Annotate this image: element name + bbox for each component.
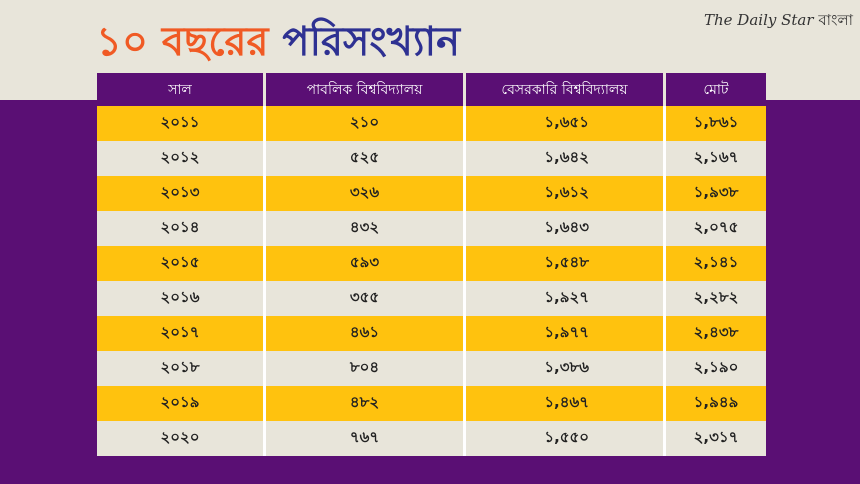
table-row: ২০২০ ৭৬৭ ১,৫৫০ ২,৩১৭: [97, 421, 766, 456]
stats-table: সাল পাবলিক বিশ্ববিদ্যালয় বেসরকারি বিশ্ব…: [97, 73, 766, 456]
cell-year: ২০১৪: [97, 211, 266, 246]
cell-public: ৪৬১: [266, 316, 466, 351]
cell-private: ১,৯৭৭: [466, 316, 666, 351]
table-row: ২০১১ ২১০ ১,৬৫১ ১,৮৬১: [97, 106, 766, 141]
cell-public: ৪৮২: [266, 386, 466, 421]
cell-total: ২,২৮২: [666, 281, 766, 316]
cell-public: ২১০: [266, 106, 466, 141]
table-row: ২০১৩ ৩২৬ ১,৬১২ ১,৯৩৮: [97, 176, 766, 211]
table-row: ২০১৫ ৫৯৩ ১,৫৪৮ ২,১৪১: [97, 246, 766, 281]
brand-logo: The Daily Star বাংলা: [704, 8, 853, 32]
cell-year: ২০২০: [97, 421, 266, 456]
cell-public: ৭৬৭: [266, 421, 466, 456]
header-total: মোট: [666, 73, 766, 106]
cell-public: ৮০৪: [266, 351, 466, 386]
cell-year: ২০১৫: [97, 246, 266, 281]
cell-private: ১,৫৪৮: [466, 246, 666, 281]
cell-total: ২,৩১৭: [666, 421, 766, 456]
table-body: ২০১১ ২১০ ১,৬৫১ ১,৮৬১ ২০১২ ৫২৫ ১,৬৪২ ২,১৬৭ ২০১৩ ৩২…: [97, 106, 766, 456]
brand-english: The Daily Star: [704, 11, 814, 29]
table-row: ২০১৯ ৪৮২ ১,৪৬৭ ১,৯৪৯: [97, 386, 766, 421]
title-part-2: পরিসংখ্যান: [282, 19, 461, 65]
cell-private: ১,৪৬৭: [466, 386, 666, 421]
table-row: ২০১৬ ৩৫৫ ১,৯২৭ ২,২৮২: [97, 281, 766, 316]
cell-total: ২,০৭৫: [666, 211, 766, 246]
header-private: বেসরকারি বিশ্ববিদ্যালয়: [466, 73, 666, 106]
cell-private: ১,৬৫১: [466, 106, 666, 141]
cell-year: ২০১৮: [97, 351, 266, 386]
cell-year: ২০১১: [97, 106, 266, 141]
cell-private: ১,৬১২: [466, 176, 666, 211]
header-public: পাবলিক বিশ্ববিদ্যালয়: [266, 73, 466, 106]
brand-bangla: বাংলা: [818, 11, 854, 29]
cell-total: ১,৮৬১: [666, 106, 766, 141]
table-row: ২০১৭ ৪৬১ ১,৯৭৭ ২,৪৩৮: [97, 316, 766, 351]
cell-public: ৩৫৫: [266, 281, 466, 316]
cell-public: ৪৩২: [266, 211, 466, 246]
page-title: ১০ বছরের পরিসংখ্যান: [96, 14, 460, 70]
cell-total: ১,৯৩৮: [666, 176, 766, 211]
cell-public: ৩২৬: [266, 176, 466, 211]
cell-total: ১,৯৪৯: [666, 386, 766, 421]
cell-year: ২০১৩: [97, 176, 266, 211]
table-row: ২০১২ ৫২৫ ১,৬৪২ ২,১৬৭: [97, 141, 766, 176]
header-year: সাল: [97, 73, 266, 106]
cell-total: ২,১৬৭: [666, 141, 766, 176]
header-row: সাল পাবলিক বিশ্ববিদ্যালয় বেসরকারি বিশ্ব…: [97, 73, 766, 106]
cell-public: ৫২৫: [266, 141, 466, 176]
cell-private: ১,৬৪২: [466, 141, 666, 176]
title-part-1: ১০ বছরের: [96, 19, 269, 65]
cell-year: ২০১৬: [97, 281, 266, 316]
cell-private: ১,৩৮৬: [466, 351, 666, 386]
cell-private: ১,৯২৭: [466, 281, 666, 316]
cell-total: ২,১৪১: [666, 246, 766, 281]
cell-total: ২,৪৩৮: [666, 316, 766, 351]
cell-year: ২০১৭: [97, 316, 266, 351]
cell-public: ৫৯৩: [266, 246, 466, 281]
cell-year: ২০১২: [97, 141, 266, 176]
table-row: ২০১৪ ৪৩২ ১,৬৪৩ ২,০৭৫: [97, 211, 766, 246]
table-row: ২০১৮ ৮০৪ ১,৩৮৬ ২,১৯০: [97, 351, 766, 386]
cell-total: ২,১৯০: [666, 351, 766, 386]
cell-year: ২০১৯: [97, 386, 266, 421]
cell-private: ১,৬৪৩: [466, 211, 666, 246]
cell-private: ১,৫৫০: [466, 421, 666, 456]
